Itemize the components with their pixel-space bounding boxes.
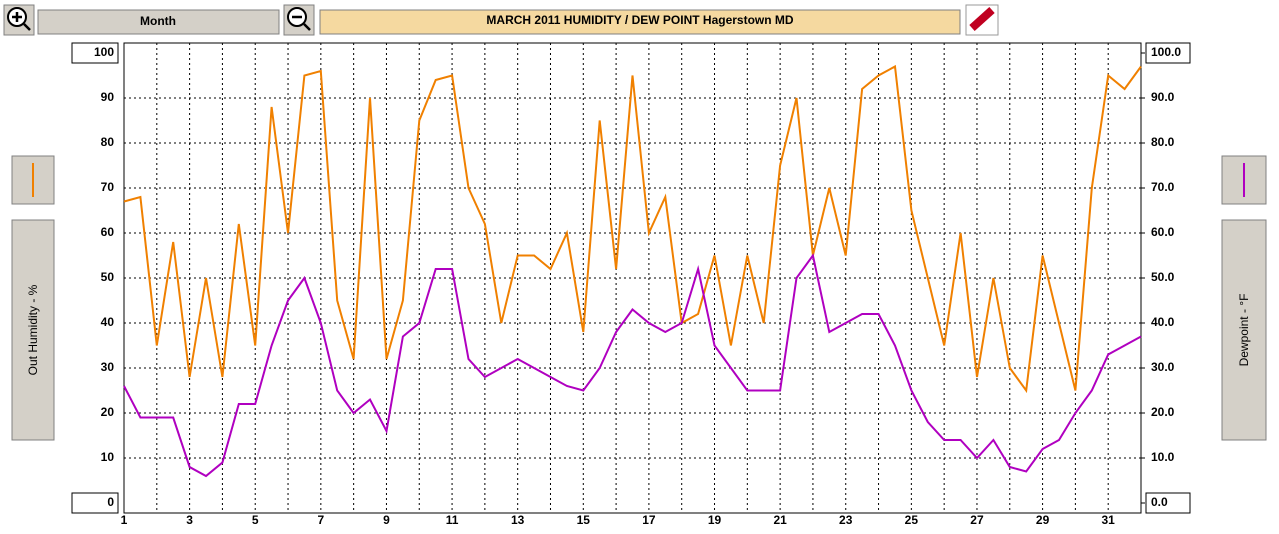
x-tick-label: 3 — [186, 513, 193, 527]
y2-tick-label: 60.0 — [1151, 225, 1175, 239]
x-tick-label: 9 — [383, 513, 390, 527]
y2-tick-label: 10.0 — [1151, 450, 1175, 464]
y-tick-label: 80 — [101, 135, 115, 149]
y2-tick-label: 80.0 — [1151, 135, 1175, 149]
y2-tick-box — [1145, 42, 1191, 64]
y2-tick-box — [1145, 492, 1191, 514]
x-tick-label: 27 — [970, 513, 984, 527]
y2-tick-label: 0.0 — [1151, 495, 1168, 509]
x-tick-label: 31 — [1102, 513, 1116, 527]
x-tick-label: 23 — [839, 513, 853, 527]
print-icon — [969, 7, 995, 31]
period-label: Month — [140, 14, 176, 28]
x-tick-label: 5 — [252, 513, 259, 527]
y2-tick-label: 50.0 — [1151, 270, 1175, 284]
plot-area — [123, 42, 1142, 514]
y-tick-label: 90 — [101, 90, 115, 104]
series-line — [123, 253, 1142, 478]
y-tick-label: 30 — [101, 360, 115, 374]
y-axis-label: Out Humidity - % — [26, 284, 40, 375]
y2-tick-label: 90.0 — [1151, 90, 1175, 104]
chart-title: MARCH 2011 HUMIDITY / DEW POINT Hagersto… — [486, 13, 793, 27]
x-tick-label: 15 — [577, 513, 591, 527]
x-tick-label: 17 — [642, 513, 656, 527]
y2-axis-label: Dewpoint - °F — [1237, 294, 1251, 367]
y2-tick-label: 20.0 — [1151, 405, 1175, 419]
y2-tick-label: 70.0 — [1151, 180, 1175, 194]
period-button[interactable] — [37, 9, 280, 35]
y-tick-label: 10 — [101, 450, 115, 464]
y-tick-label: 20 — [101, 405, 115, 419]
y-tick-box — [71, 492, 119, 514]
y-label-button[interactable] — [11, 219, 55, 441]
y-tick-label: 70 — [101, 180, 115, 194]
x-tick-label: 21 — [773, 513, 787, 527]
y-tick-label: 60 — [101, 225, 115, 239]
title-box — [319, 9, 961, 35]
y-tick-label: 40 — [101, 315, 115, 329]
x-tick-label: 11 — [446, 513, 459, 527]
y-tick-label: 100 — [94, 45, 114, 59]
y2-label-button[interactable] — [1221, 219, 1267, 441]
x-tick-label: 7 — [317, 513, 324, 527]
series-line — [123, 64, 1142, 394]
zoom-out-glyph — [292, 15, 311, 31]
x-tick-label: 29 — [1036, 513, 1050, 527]
y2-tick-label: 40.0 — [1151, 315, 1175, 329]
x-tick-label: 13 — [511, 513, 525, 527]
y-tick-label: 0 — [107, 495, 114, 509]
y-tick-box — [71, 42, 119, 64]
x-tick-label: 19 — [708, 513, 722, 527]
zoom-in-glyph — [12, 12, 31, 31]
x-tick-label: 1 — [121, 513, 128, 527]
y-tick-label: 50 — [101, 270, 115, 284]
y2-tick-label: 30.0 — [1151, 360, 1175, 374]
x-tick-label: 25 — [905, 513, 919, 527]
y2-tick-label: 100.0 — [1151, 45, 1181, 59]
